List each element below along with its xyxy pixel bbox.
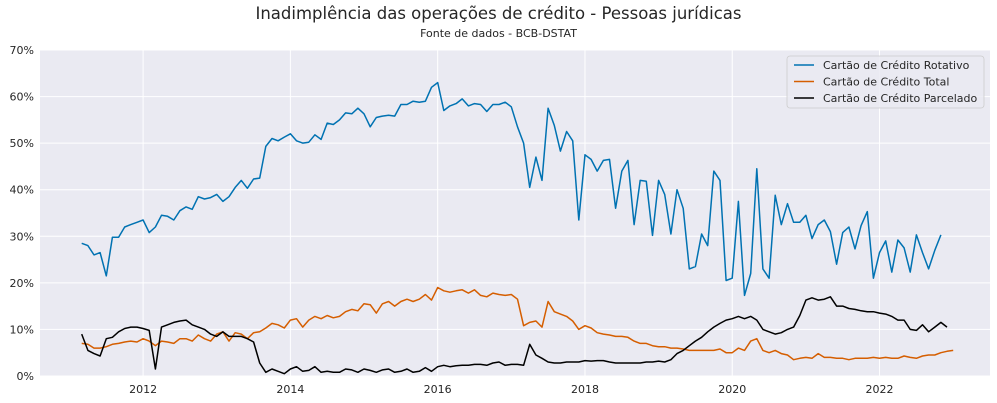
y-tick-label: 20% bbox=[10, 277, 34, 290]
y-tick-label: 70% bbox=[10, 44, 34, 57]
chart-title: Inadimplência das operações de crédito -… bbox=[255, 4, 742, 23]
x-tick-label: 2016 bbox=[424, 383, 452, 396]
y-tick-label: 30% bbox=[10, 230, 34, 243]
series-line-cartao-de-credito-parcelado bbox=[80, 296, 948, 375]
y-tick-label: 40% bbox=[10, 184, 34, 197]
series-line-cartao-de-credito-total bbox=[81, 286, 954, 361]
legend-box bbox=[786, 55, 985, 109]
y-tick-label: 0% bbox=[17, 370, 34, 383]
x-tick-label: 2022 bbox=[866, 383, 894, 396]
series-line-cartao-de-credito-rotativo bbox=[81, 81, 942, 297]
legend-label: Cartão de Crédito Rotativo bbox=[823, 59, 970, 72]
chart-subtitle: Fonte de dados - BCB-DSTAT bbox=[420, 27, 577, 40]
y-tick-label: 60% bbox=[10, 91, 34, 104]
y-tick-label: 10% bbox=[10, 323, 34, 336]
x-tick-label: 2020 bbox=[718, 383, 746, 396]
legend-label: Cartão de Crédito Total bbox=[823, 76, 949, 89]
x-tick-label: 2014 bbox=[276, 383, 304, 396]
y-tick-label: 50% bbox=[10, 137, 34, 150]
x-tick-label: 2018 bbox=[571, 383, 599, 396]
x-tick-label: 2012 bbox=[129, 383, 157, 396]
legend-label: Cartão de Crédito Parcelado bbox=[823, 92, 978, 105]
